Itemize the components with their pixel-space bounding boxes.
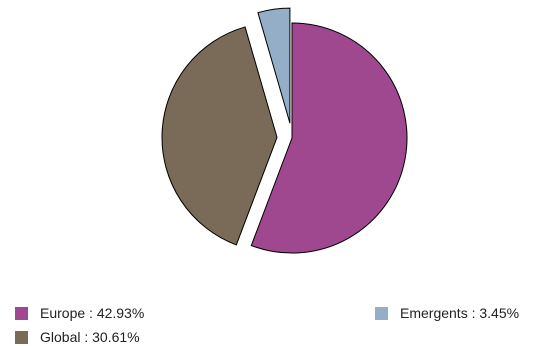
legend-item-europe: Europe : 42.93% <box>15 304 144 322</box>
legend-item-global: Global : 30.61% <box>15 328 140 346</box>
legend-label-europe: Europe : 42.93% <box>40 305 145 321</box>
pie-slice-global <box>161 26 278 246</box>
pie-slice-emergents <box>257 7 291 124</box>
legend-swatch-emergents <box>375 306 388 320</box>
legend-swatch-global <box>15 330 28 344</box>
legend-item-emergents: Emergents : 3.45% <box>375 304 519 322</box>
pie-slices <box>161 7 408 254</box>
legend-label-global: Global : 30.61% <box>40 329 140 345</box>
legend-swatch-europe <box>15 306 28 320</box>
legend-label-emergents: Emergents : 3.45% <box>400 305 520 321</box>
pie-slice-europe <box>250 22 408 254</box>
